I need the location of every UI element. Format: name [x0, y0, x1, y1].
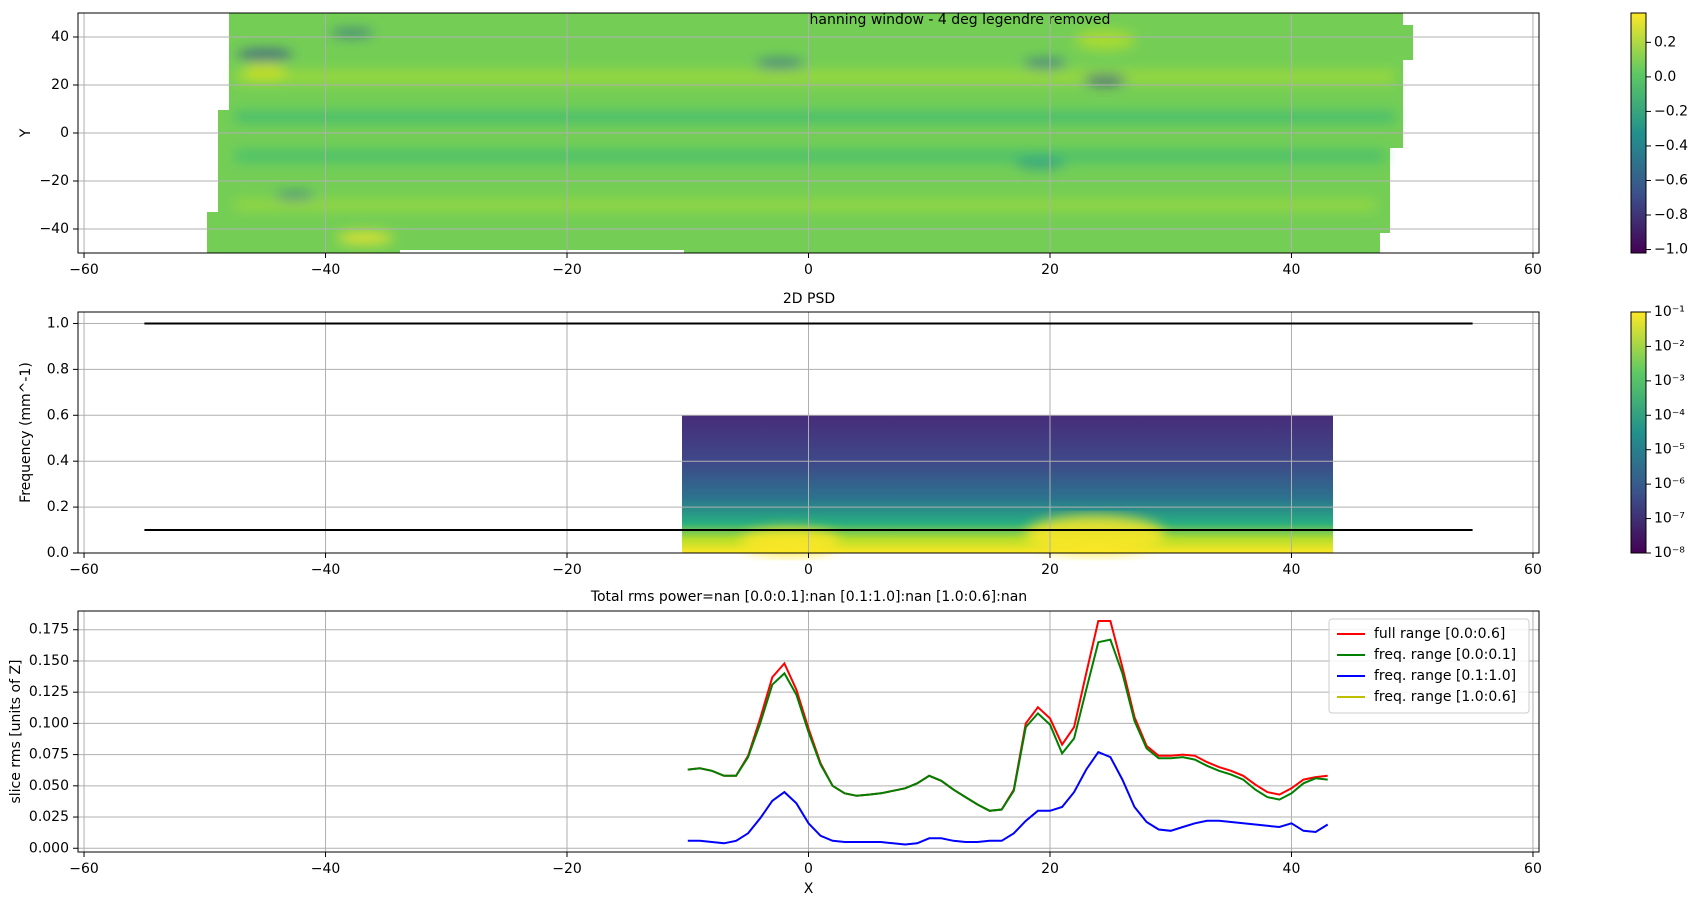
legend-label: freq. range [0.0:0.1]: [1374, 647, 1516, 663]
x-tick-label: −60: [69, 262, 99, 278]
x-tick-label: 40: [1283, 262, 1301, 278]
colorbar-tick-label: 0.2: [1654, 34, 1676, 50]
y-axis-label: Y: [18, 128, 34, 138]
y-tick-label: 20: [51, 77, 69, 93]
line: [687, 620, 1328, 812]
y-tick-label: −20: [39, 173, 69, 189]
colorbar-tick-label: 10⁻¹: [1654, 304, 1685, 320]
colorbar: [1631, 312, 1646, 553]
axes-frame: [77, 311, 1540, 554]
y-tick-label: 40: [51, 29, 69, 45]
x-tick-label: 0: [804, 562, 813, 578]
chart-title: 2D PSD: [783, 291, 835, 307]
colorbar-tick-label: 10⁻⁷: [1654, 511, 1685, 527]
y-tick-label: 0.175: [29, 622, 69, 638]
x-tick-label: 20: [1041, 262, 1059, 278]
x-tick-label: 20: [1041, 861, 1059, 877]
colorbar-tick-label: −0.6: [1654, 172, 1688, 188]
colorbar-tick-label: 10⁻⁶: [1654, 476, 1685, 492]
x-axis-label: X: [804, 881, 814, 897]
y-tick-label: 0.2: [47, 499, 69, 515]
chart-title: hanning window - 4 deg legendre removed: [810, 12, 1111, 28]
line: [687, 638, 1328, 812]
legend-label: freq. range [1.0:0.6]: [1374, 689, 1516, 705]
colorbar-frame: [1630, 12, 1647, 254]
x-tick-label: −20: [552, 262, 582, 278]
y-tick-label: 0: [60, 125, 69, 141]
y-tick-label: 0.6: [47, 407, 69, 423]
legend-box: [1328, 618, 1530, 714]
x-tick-label: −40: [311, 262, 341, 278]
x-tick-label: 60: [1524, 262, 1542, 278]
y-tick-label: 1.0: [47, 315, 69, 331]
colorbar-tick-label: −0.4: [1654, 138, 1688, 154]
x-tick-label: 60: [1524, 861, 1542, 877]
y-tick-label: 0.050: [29, 778, 69, 794]
y-tick-label: 0.025: [29, 809, 69, 825]
x-tick-label: 40: [1283, 861, 1301, 877]
y-axis-label: Frequency (mm^-1): [18, 362, 34, 503]
y-tick-label: −40: [39, 221, 69, 237]
x-tick-label: −60: [69, 562, 99, 578]
y-tick-label: 0.150: [29, 653, 69, 669]
colorbar-tick-label: 10⁻³: [1654, 373, 1685, 389]
colorbar-tick-label: −0.8: [1654, 207, 1688, 223]
x-tick-label: 40: [1283, 562, 1301, 578]
colorbar-tick-label: 0.0: [1654, 69, 1676, 85]
colorbar-tick-label: 10⁻⁴: [1654, 407, 1685, 423]
line: [687, 750, 1329, 846]
colorbar-tick-label: 10⁻⁵: [1654, 442, 1685, 458]
y-tick-label: 0.0: [47, 545, 69, 561]
colorbar-tick-label: −1.0: [1654, 242, 1688, 258]
y-axis-label: slice rms [units of Z]: [8, 659, 24, 803]
axes-frame: [77, 610, 1540, 853]
chart-title: Total rms power=nan [0.0:0.1]:nan [0.1:1…: [590, 589, 1027, 605]
y-tick-label: 0.4: [47, 453, 69, 469]
colorbar-frame: [1630, 311, 1647, 554]
x-tick-label: −60: [69, 861, 99, 877]
colorbar-tick-label: 10⁻²: [1654, 338, 1685, 354]
x-tick-label: −40: [311, 861, 341, 877]
x-tick-label: 0: [804, 262, 813, 278]
x-tick-label: −40: [311, 562, 341, 578]
y-tick-label: 0.000: [29, 840, 69, 856]
x-tick-label: 0: [804, 861, 813, 877]
x-tick-label: −20: [552, 861, 582, 877]
x-tick-label: 20: [1041, 562, 1059, 578]
y-tick-label: 0.100: [29, 715, 69, 731]
y-tick-label: 0.125: [29, 684, 69, 700]
y-tick-label: 0.8: [47, 361, 69, 377]
x-tick-label: 60: [1524, 562, 1542, 578]
colorbar: [1631, 13, 1646, 253]
legend-label: full range [0.0:0.6]: [1374, 626, 1505, 642]
axes-frame: [77, 12, 1540, 254]
legend-label: freq. range [0.1:1.0]: [1374, 668, 1516, 684]
x-tick-label: −20: [552, 562, 582, 578]
y-tick-label: 0.075: [29, 747, 69, 763]
colorbar-tick-label: 10⁻⁸: [1654, 545, 1685, 561]
heatmap-image: [207, 13, 1413, 556]
colorbar-tick-label: −0.2: [1654, 103, 1688, 119]
